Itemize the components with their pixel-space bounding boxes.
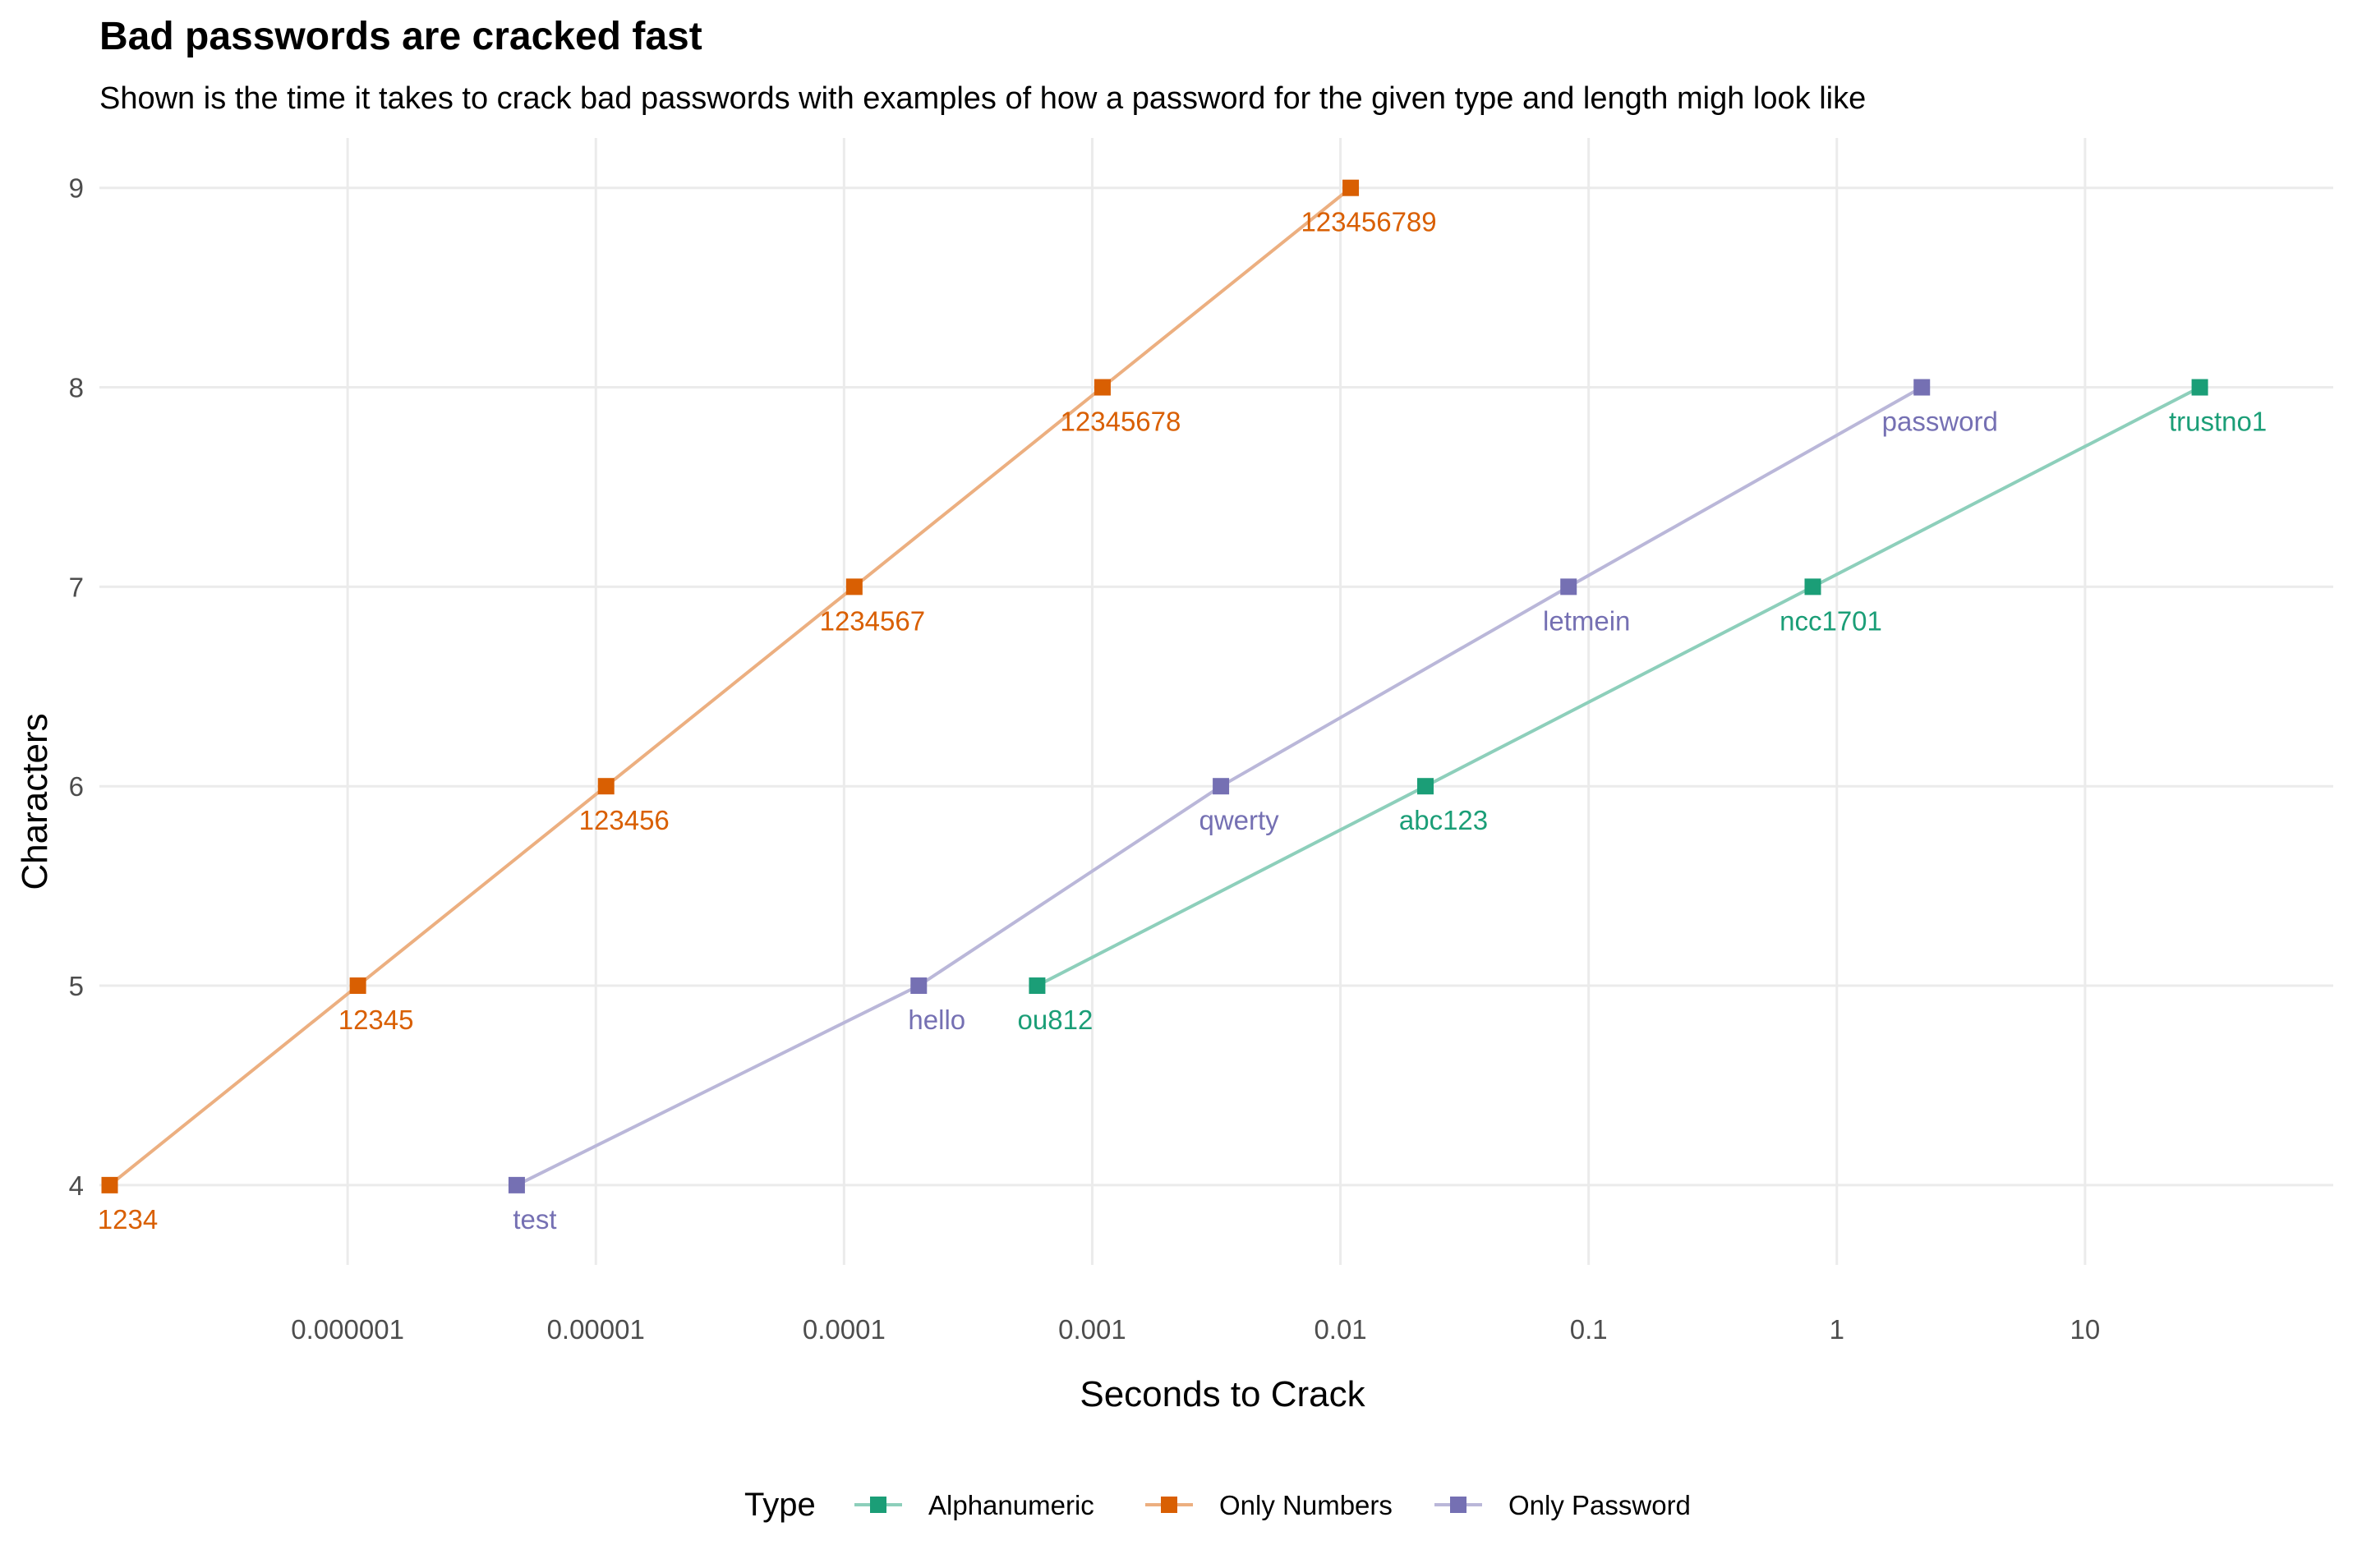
series-line-alphanumeric — [1036, 385, 2201, 987]
x-tick-label: 0.0001 — [803, 1314, 886, 1345]
data-point-only-numbers — [101, 1176, 118, 1193]
point-label-only-password: letmein — [1543, 605, 1630, 636]
point-label-only-numbers: 12345678 — [1061, 407, 1181, 437]
point-label-only-numbers: 123456 — [579, 805, 670, 835]
x-tick-label: 0.00001 — [547, 1314, 645, 1345]
point-label-only-password: hello — [908, 1005, 965, 1035]
x-tick-label: 1 — [1830, 1314, 1844, 1345]
data-point-only-numbers — [349, 977, 366, 995]
legend-title: Type — [744, 1487, 816, 1523]
point-label-alphanumeric: ou812 — [1018, 1005, 1094, 1035]
data-point-alphanumeric — [2191, 379, 2208, 396]
point-label-only-numbers: 12345 — [338, 1005, 414, 1035]
x-tick-label: 0.001 — [1058, 1314, 1126, 1345]
x-axis-ticks: 0.000001 0.00001 0.0001 0.001 0.01 0.1 1 10 — [291, 1314, 2100, 1345]
point-label-only-numbers: 1234567 — [820, 605, 925, 636]
data-point-alphanumeric — [1417, 778, 1434, 795]
legend-key-marker-only-numbers — [1161, 1497, 1177, 1513]
point-label-only-password: password — [1882, 407, 1998, 437]
legend: Type Alphanumeric Only Numbers Only Passwo… — [744, 1487, 1691, 1523]
chart-title: Bad passwords are cracked fast — [99, 15, 702, 58]
data-point-only-password — [1560, 578, 1577, 595]
point-label-only-password: qwerty — [1199, 805, 1279, 835]
point-label-only-numbers: 1234 — [98, 1204, 158, 1235]
x-tick-label: 0.000001 — [291, 1314, 404, 1345]
point-label-alphanumeric: abc123 — [1399, 805, 1488, 835]
legend-key-marker-alphanumeric — [870, 1497, 886, 1513]
data-point-only-numbers — [597, 778, 615, 795]
data-points — [101, 179, 2208, 1193]
data-point-only-password — [1913, 379, 1931, 396]
legend-label-only-numbers: Only Numbers — [1219, 1490, 1393, 1520]
point-label-only-password: test — [513, 1204, 556, 1235]
y-tick-label: 8 — [69, 373, 84, 403]
y-axis-title: Characters — [15, 713, 55, 890]
series-line-only-numbers — [108, 186, 1352, 1187]
legend-label-only-password: Only Password — [1508, 1490, 1691, 1520]
x-tick-label: 10 — [2070, 1314, 2101, 1345]
chart-subtitle: Shown is the time it takes to crack bad … — [99, 81, 1866, 116]
legend-label-alphanumeric: Alphanumeric — [928, 1490, 1094, 1520]
y-axis-ticks: 4 5 6 7 8 9 — [69, 173, 84, 1201]
data-point-only-numbers — [1094, 379, 1111, 396]
data-point-only-numbers — [845, 578, 863, 595]
data-point-only-password — [910, 977, 928, 995]
x-tick-label: 0.01 — [1314, 1314, 1366, 1345]
y-tick-label: 5 — [69, 971, 84, 1001]
point-label-alphanumeric: ncc1701 — [1780, 605, 1882, 636]
point-label-alphanumeric: trustno1 — [2169, 407, 2267, 437]
y-tick-label: 4 — [69, 1170, 84, 1201]
y-tick-label: 9 — [69, 173, 84, 204]
data-point-only-password — [1213, 778, 1230, 795]
data-point-only-numbers — [1342, 179, 1360, 196]
legend-key-marker-only-password — [1450, 1497, 1466, 1513]
data-point-alphanumeric — [1804, 578, 1821, 595]
y-tick-label: 6 — [69, 771, 84, 802]
y-tick-label: 7 — [69, 572, 84, 602]
data-point-alphanumeric — [1029, 977, 1046, 995]
point-label-only-numbers: 123456789 — [1301, 207, 1436, 237]
data-point-only-password — [508, 1176, 525, 1193]
x-axis-title: Seconds to Crack — [1080, 1374, 1365, 1414]
x-tick-label: 0.1 — [1570, 1314, 1608, 1345]
point-labels: ou812 abc123 ncc1701 trustno1 1234 12345 12345… — [98, 207, 2267, 1235]
